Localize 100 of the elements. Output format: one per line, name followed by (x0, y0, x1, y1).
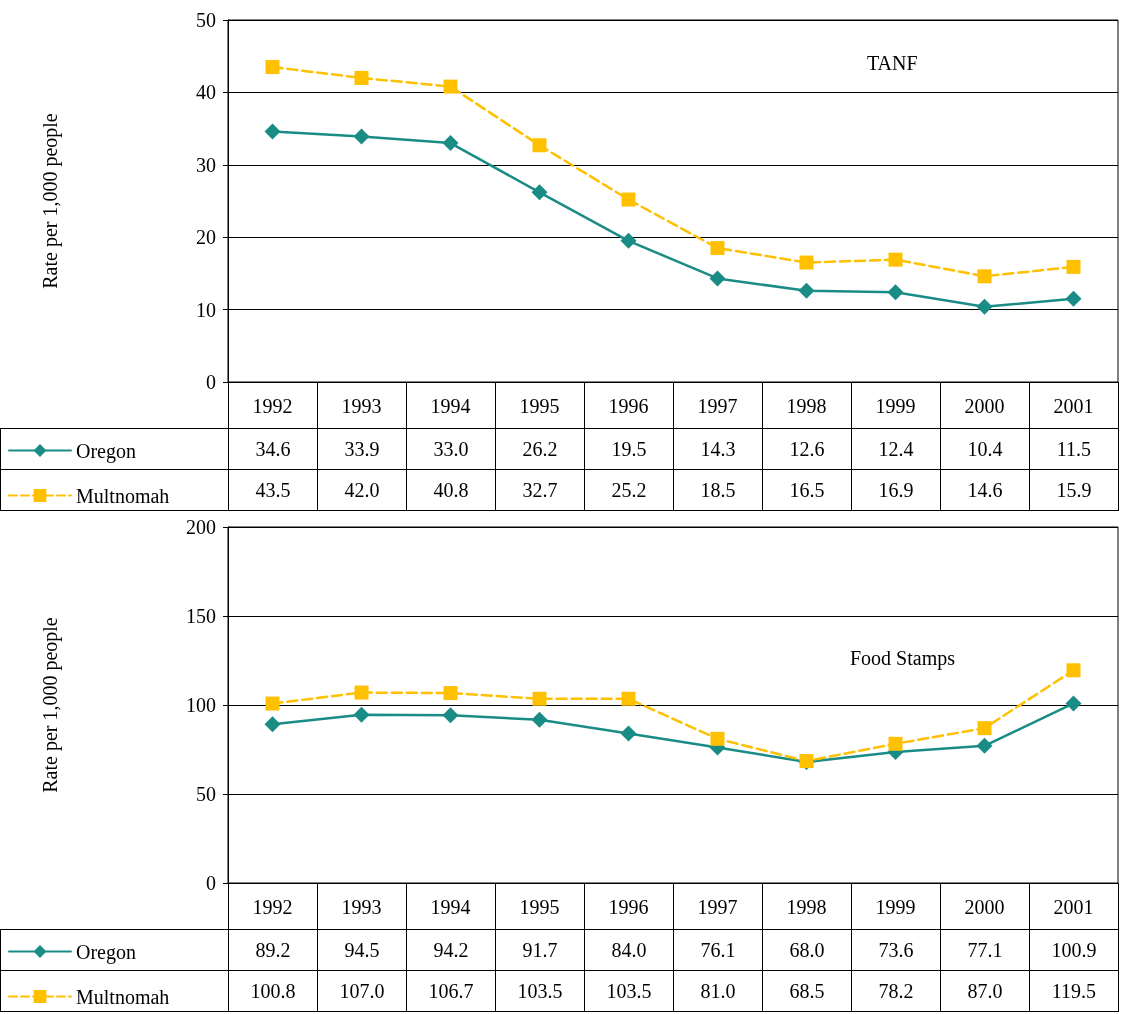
x-tick-label: 1995 (519, 395, 560, 417)
data-label: 103.5 (495, 970, 585, 1012)
x-tick-label: 1994 (430, 395, 471, 417)
data-label: 14.6 (940, 469, 1030, 511)
y-tick-label: 20 (196, 226, 216, 249)
point (354, 70, 369, 85)
data-label: 94.2 (406, 929, 496, 971)
point (977, 269, 992, 284)
point (621, 192, 636, 207)
point (620, 725, 637, 742)
point (1065, 290, 1082, 307)
x-tick-label: 1994 (430, 896, 471, 918)
data-label: 91.7 (495, 929, 585, 971)
x-tick-label: 2000 (964, 896, 1005, 918)
y-tick-label: 30 (196, 153, 216, 176)
legend-label: Oregon (76, 439, 136, 463)
data-label: 87.0 (940, 970, 1030, 1012)
point (888, 252, 903, 267)
data-label: 33.0 (406, 428, 496, 470)
point (977, 721, 992, 736)
data-label: 68.5 (762, 970, 852, 1012)
point (443, 686, 458, 701)
data-label: 33.9 (317, 428, 407, 470)
data-label: 100.8 (228, 970, 318, 1012)
point (531, 184, 548, 201)
point (532, 138, 547, 153)
y-tick-label: 50 (196, 9, 216, 31)
point (620, 232, 637, 249)
point (799, 255, 814, 270)
data-label: 73.6 (851, 929, 941, 971)
data-label: 18.5 (673, 469, 763, 511)
y-axis-title: Rate per 1,000 people (39, 617, 62, 793)
x-tick-label: 1999 (875, 896, 916, 918)
data-label: 12.6 (762, 428, 852, 470)
data-label: 16.9 (851, 469, 941, 511)
data-label: 77.1 (940, 929, 1030, 971)
point (265, 60, 280, 75)
data-label: 78.2 (851, 970, 941, 1012)
data-label: 76.1 (673, 929, 763, 971)
point (354, 685, 369, 700)
point (442, 135, 459, 152)
legend-label: Oregon (76, 940, 136, 964)
data-label: 42.0 (317, 469, 407, 511)
point (265, 696, 280, 711)
x-tick-label: 1998 (786, 896, 827, 918)
x-tick-label: 2001 (1053, 896, 1094, 918)
data-label: 14.3 (673, 428, 763, 470)
data-label: 43.5 (228, 469, 318, 511)
point (531, 711, 548, 728)
y-tick-label: 100 (186, 694, 216, 716)
point (353, 128, 370, 145)
point (709, 270, 726, 287)
point (621, 691, 636, 706)
point (887, 284, 904, 301)
data-label: 68.0 (762, 929, 852, 971)
point (1065, 695, 1082, 712)
point (264, 123, 281, 140)
x-tick-label: 1992 (252, 896, 293, 918)
point (710, 731, 725, 746)
point (710, 241, 725, 256)
point (798, 282, 815, 299)
x-tick-label: 1993 (341, 395, 382, 417)
data-label: 100.9 (1029, 929, 1119, 971)
x-tick-label: 1997 (697, 896, 738, 918)
point (976, 298, 993, 315)
point (353, 706, 370, 723)
data-label: 26.2 (495, 428, 585, 470)
point (443, 79, 458, 94)
data-label: 11.5 (1029, 428, 1119, 470)
x-tick-label: 1996 (608, 896, 649, 918)
legend-label: Multnomah (76, 484, 170, 507)
point (264, 716, 281, 733)
data-label: 15.9 (1029, 469, 1119, 511)
data-label: 119.5 (1029, 970, 1119, 1012)
x-tick-label: 1999 (875, 395, 916, 417)
data-label: 25.2 (584, 469, 674, 511)
y-tick-label: 50 (196, 783, 216, 805)
data-label: 19.5 (584, 428, 674, 470)
x-tick-label: 1995 (519, 896, 560, 918)
data-label: 10.4 (940, 428, 1030, 470)
y-tick-label: 40 (196, 81, 216, 104)
point (976, 737, 993, 754)
data-label: 94.5 (317, 929, 407, 971)
point (1066, 259, 1081, 274)
x-tick-label: 1992 (252, 395, 293, 417)
x-tick-label: 2001 (1053, 395, 1094, 417)
data-label: 16.5 (762, 469, 852, 511)
x-tick-label: 1998 (786, 395, 827, 417)
y-tick-label: 10 (196, 298, 216, 321)
data-label: 89.2 (228, 929, 318, 971)
point (888, 736, 903, 751)
y-tick-label: 0 (206, 872, 216, 894)
y-tick-label: 200 (186, 516, 216, 538)
data-label: 84.0 (584, 929, 674, 971)
y-tick-label: 150 (186, 605, 216, 627)
legend-label: Multnomah (76, 985, 170, 1008)
x-tick-label: 1996 (608, 395, 649, 417)
x-tick-label: 1993 (341, 896, 382, 918)
point (532, 691, 547, 706)
y-axis-title: Rate per 1,000 people (39, 113, 62, 289)
